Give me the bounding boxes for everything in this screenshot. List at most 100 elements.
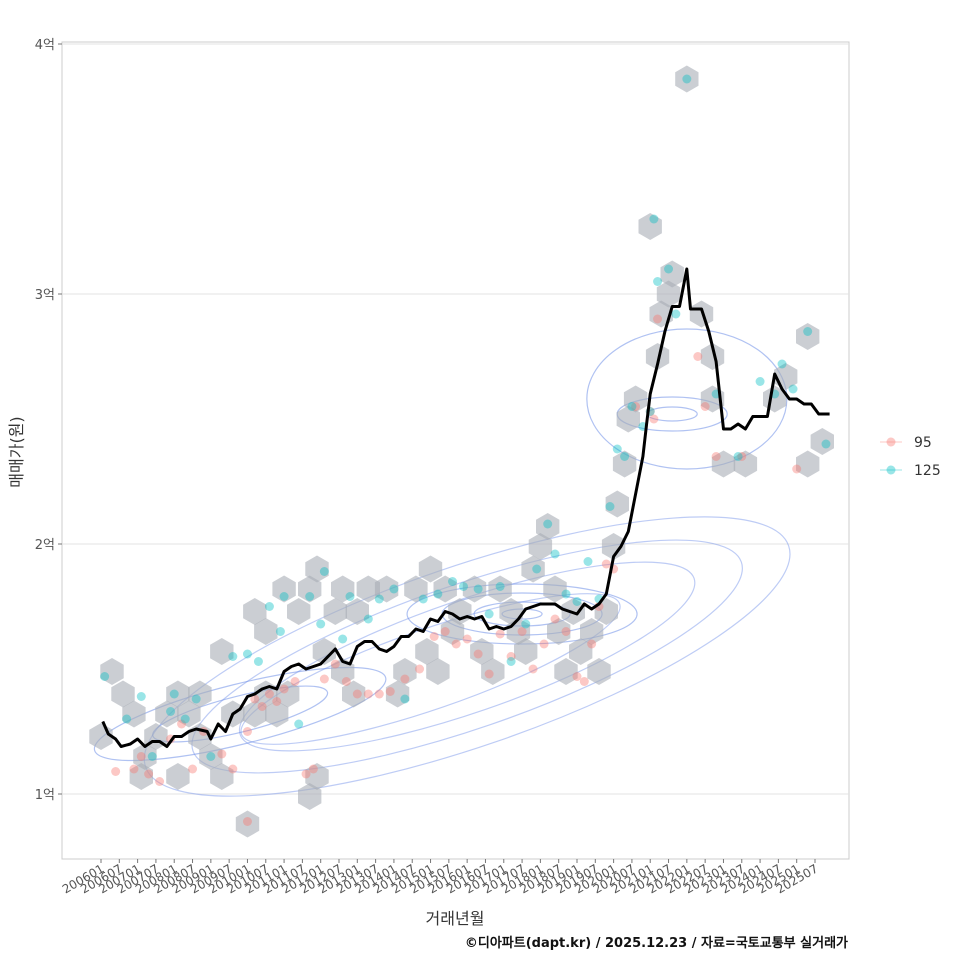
point-125-53 (733, 452, 743, 461)
hex-bin-50 (488, 575, 512, 603)
point-95-23 (352, 689, 362, 699)
point-95-15 (272, 697, 282, 706)
point-125-47 (649, 214, 659, 224)
hex-bin-3 (122, 700, 146, 728)
hex-bin-8 (166, 680, 190, 708)
point-125-42 (612, 444, 622, 454)
point-95-6 (177, 719, 187, 729)
hex-bin-41 (415, 638, 439, 665)
hex-bin-62 (580, 618, 604, 645)
point-125-43 (620, 452, 630, 461)
point-95-46 (601, 559, 611, 569)
point-95-51 (653, 314, 663, 324)
density-contour-8 (586, 328, 788, 470)
hex-bin-38 (385, 680, 410, 708)
point-125-41 (605, 502, 615, 511)
hex-bin-67 (612, 450, 637, 478)
hex-bin-5 (129, 763, 153, 790)
hex-bin-21 (254, 618, 278, 645)
point-95-18 (301, 769, 311, 779)
hex-bin-9 (177, 700, 201, 728)
hex-bin-19 (243, 598, 267, 625)
point-95-38 (528, 664, 538, 674)
y-tick-label-2: 3억 (35, 288, 55, 303)
hex-bin-48 (470, 638, 494, 665)
hex-bin-36 (356, 575, 380, 603)
point-125-10 (242, 649, 252, 659)
point-95-0 (111, 767, 121, 776)
hex-bin-71 (645, 343, 670, 370)
hex-bin-31 (323, 598, 347, 625)
point-95-29 (429, 632, 439, 641)
hex-bin-58 (547, 618, 571, 645)
point-125-6 (180, 714, 190, 724)
hex-bin-49 (481, 658, 505, 685)
point-125-39 (583, 557, 593, 566)
point-125-57 (788, 384, 798, 394)
point-125-26 (433, 589, 443, 599)
point-125-20 (345, 592, 355, 601)
point-125-54 (755, 377, 765, 386)
point-95-36 (506, 652, 516, 661)
point-125-14 (279, 592, 289, 601)
point-125-27 (448, 577, 458, 586)
point-125-2 (136, 692, 146, 701)
point-95-32 (462, 634, 472, 644)
grid (62, 43, 849, 795)
hex-bin-54 (521, 555, 545, 583)
point-125-11 (253, 657, 263, 666)
point-95-10 (228, 764, 238, 774)
hex-bin-30 (312, 638, 336, 665)
hex-bin-10 (166, 763, 190, 790)
point-125-44 (627, 402, 637, 411)
point-95-14 (264, 689, 274, 699)
point-95-13 (257, 702, 267, 711)
point-125-49 (664, 264, 674, 274)
point-95-56 (792, 464, 802, 474)
point-95-22 (341, 677, 351, 686)
point-125-35 (543, 519, 553, 529)
point-95-33 (473, 649, 483, 659)
legend-label-125: 125 (914, 463, 941, 479)
point-125-13 (275, 627, 285, 636)
point-125-9 (228, 652, 238, 661)
hex-bin-26 (298, 575, 322, 603)
hex-bin-61 (569, 638, 593, 665)
point-125-59 (821, 439, 831, 449)
point-125-36 (550, 549, 560, 559)
hex-bin-76 (689, 300, 714, 328)
x-axis: 2006012006072007012007072008012008072009… (60, 859, 821, 897)
x-axis-title: 거래년월 (426, 909, 485, 928)
point-95-12 (250, 694, 260, 704)
trend-line (101, 267, 830, 748)
hex-bin-23 (272, 575, 296, 603)
hex-bin-44 (433, 575, 457, 603)
point-125-16 (305, 592, 315, 601)
hex-bin-39 (393, 658, 417, 685)
point-95-3 (144, 769, 154, 779)
hex-bin-65 (601, 533, 626, 560)
point-125-33 (521, 619, 531, 629)
point-95-7 (188, 764, 198, 774)
point-95-1 (129, 764, 139, 774)
y-tick-label-0: 1억 (35, 788, 55, 803)
point-125-34 (532, 564, 542, 574)
hex-bin-57 (543, 575, 567, 603)
point-95-37 (517, 627, 527, 636)
point-95-31 (451, 639, 461, 649)
hex-bin-55 (528, 533, 553, 560)
hex-bins (89, 65, 834, 838)
hex-bin-27 (298, 783, 322, 810)
point-125-30 (484, 609, 494, 619)
hex-bin-45 (440, 618, 465, 645)
hex-bin-83 (796, 323, 820, 350)
point-125-29 (473, 584, 483, 594)
hex-bin-56 (536, 513, 560, 540)
hex-bin-25 (287, 598, 311, 625)
legend-key-125 (886, 465, 896, 475)
point-125-18 (319, 567, 329, 576)
hex-bin-85 (810, 428, 834, 455)
point-125-24 (400, 694, 410, 704)
legend-key-95 (886, 437, 896, 447)
